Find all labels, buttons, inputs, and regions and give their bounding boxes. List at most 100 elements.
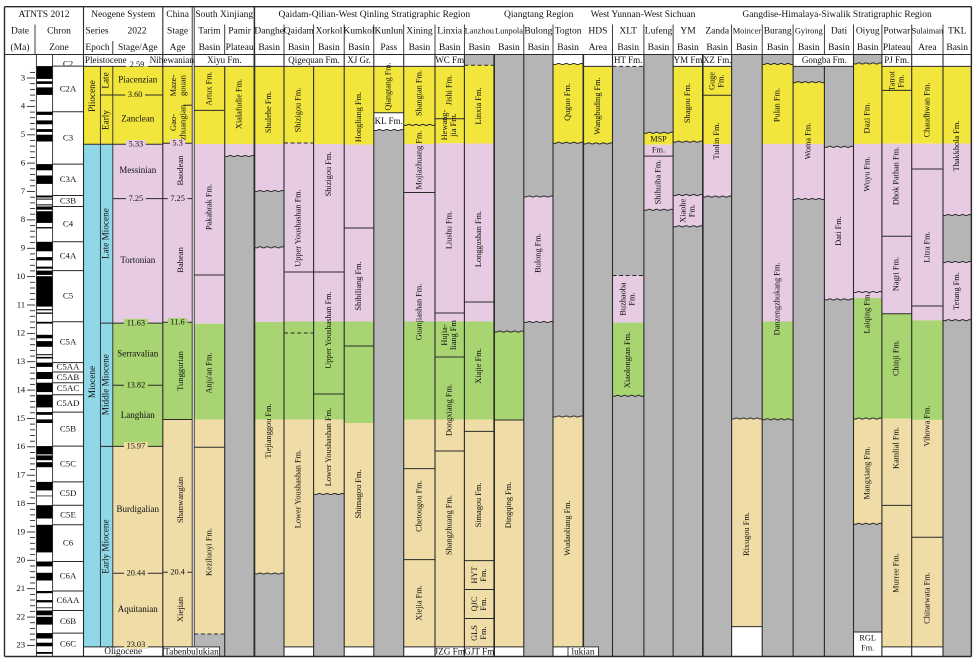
svg-text:11: 11	[17, 299, 25, 309]
svg-text:2022: 2022	[128, 27, 147, 37]
svg-text:XZ Fm.: XZ Fm.	[703, 55, 732, 65]
svg-text:Gao-: Gao-	[168, 114, 178, 131]
svg-text:Shihuiba Fm.: Shihuiba Fm.	[653, 160, 662, 205]
svg-text:11.6: 11.6	[170, 318, 184, 327]
svg-text:Chitarwata Fm.: Chitarwata Fm.	[922, 572, 931, 624]
svg-text:Xiajie Fm.: Xiajie Fm.	[474, 348, 483, 384]
svg-text:Laiqing Fm.: Laiqing Fm.	[863, 292, 872, 333]
svg-text:20: 20	[16, 555, 25, 565]
svg-text:Basin: Basin	[857, 43, 879, 53]
svg-text:Hongliang Fm.: Hongliang Fm.	[354, 92, 363, 142]
svg-text:Linxia: Linxia	[437, 27, 463, 37]
svg-text:Basin: Basin	[439, 43, 461, 53]
svg-text:Shizigou Fm.: Shizigou Fm.	[324, 152, 333, 197]
svg-text:4: 4	[21, 101, 26, 111]
svg-text:Messinian: Messinian	[119, 165, 156, 175]
svg-text:Langhian: Langhian	[121, 410, 155, 420]
svg-text:ATNTS 2012: ATNTS 2012	[19, 10, 70, 20]
svg-text:Anju'an Fm.: Anju'an Fm.	[204, 352, 213, 393]
svg-text:Mangxiang Fm.: Mangxiang Fm.	[863, 446, 872, 499]
svg-text:7: 7	[21, 186, 26, 196]
svg-text:YM: YM	[680, 27, 696, 37]
svg-text:Tabenbulukian: Tabenbulukian	[164, 646, 219, 656]
svg-text:HYT: HYT	[470, 566, 479, 583]
svg-text:5: 5	[21, 129, 26, 139]
svg-text:Basin: Basin	[528, 43, 550, 53]
svg-text:10: 10	[16, 271, 25, 281]
svg-text:Basin: Basin	[677, 43, 699, 53]
svg-text:3: 3	[21, 72, 26, 82]
svg-text:Basin: Basin	[706, 43, 728, 53]
svg-text:Gyirong: Gyirong	[795, 26, 824, 35]
svg-text:Artux Fm.: Artux Fm.	[204, 71, 213, 106]
svg-text:Buzhaoba: Buzhaoba	[619, 282, 628, 315]
svg-text:Chaudhwan Fm.: Chaudhwan Fm.	[922, 83, 931, 138]
svg-text:Fm.: Fm.	[896, 74, 905, 87]
svg-text:Date: Date	[11, 27, 29, 37]
svg-text:C5E: C5E	[60, 509, 76, 519]
svg-text:TKL: TKL	[948, 27, 967, 37]
svg-text:Gangdise-Himalaya-Siwalik Stra: Gangdise-Himalaya-Siwalik Stratigraphic …	[742, 10, 932, 20]
svg-text:C4: C4	[63, 219, 74, 229]
svg-text:HT Fm.: HT Fm.	[614, 55, 642, 65]
svg-text:(Ma): (Ma)	[11, 42, 30, 53]
svg-text:Fm.: Fm.	[479, 568, 488, 581]
svg-text:Upper Youshashan Fm.: Upper Youshashan Fm.	[324, 291, 333, 368]
svg-text:Basin: Basin	[318, 43, 340, 53]
svg-text:Keziluoyi Fm.: Keziluoyi Fm.	[204, 528, 213, 576]
svg-text:C5AB: C5AB	[57, 372, 80, 382]
svg-text:Shimagou Fm.: Shimagou Fm.	[354, 470, 363, 519]
svg-text:Lower Youshashan Fm.: Lower Youshashan Fm.	[294, 450, 303, 528]
svg-text:Basin: Basin	[409, 43, 431, 53]
svg-text:17: 17	[16, 470, 25, 480]
svg-text:Xialafudie Fm.: Xialafudie Fm.	[235, 79, 244, 129]
svg-text:Mojiazhuang Fm.: Mojiazhuang Fm.	[414, 131, 423, 190]
svg-text:Early: Early	[101, 110, 111, 130]
svg-text:Xiejia Fm.: Xiejia Fm.	[414, 585, 423, 621]
svg-text:Dati Fm.: Dati Fm.	[834, 216, 843, 246]
svg-text:C6C: C6C	[60, 639, 76, 649]
svg-text:jia Fm.: jia Fm.	[449, 113, 458, 138]
svg-text:Aquitanian: Aquitanian	[118, 604, 158, 614]
svg-text:C6B: C6B	[60, 616, 76, 626]
svg-text:C5AC: C5AC	[57, 383, 80, 393]
svg-text:Basin: Basin	[798, 43, 820, 53]
svg-text:C4A: C4A	[60, 251, 77, 261]
svg-text:Tarim: Tarim	[198, 27, 221, 37]
svg-text:Bulong Fm.: Bulong Fm.	[533, 233, 542, 273]
svg-text:Kunlun: Kunlun	[375, 27, 404, 37]
svg-text:20.4: 20.4	[170, 567, 185, 576]
svg-text:Hewang-: Hewang-	[440, 110, 449, 141]
svg-text:19: 19	[16, 526, 25, 536]
svg-text:Chinji Fm.: Chinji Fm.	[892, 340, 901, 376]
svg-text:HDS: HDS	[588, 27, 607, 37]
svg-text:Early Miocene: Early Miocene	[101, 519, 111, 573]
svg-text:Neogene System: Neogene System	[91, 10, 156, 20]
svg-text:18: 18	[16, 498, 25, 508]
svg-text:7.25: 7.25	[170, 194, 185, 203]
svg-text:6: 6	[21, 157, 26, 167]
svg-text:Fm.: Fm.	[479, 626, 488, 639]
svg-text:Xiejian: Xiejian	[175, 596, 185, 622]
svg-text:7.25: 7.25	[129, 194, 144, 203]
svg-text:C3B: C3B	[60, 195, 76, 205]
svg-text:C5A: C5A	[60, 337, 77, 347]
svg-text:Oiyug: Oiyug	[856, 27, 880, 37]
svg-text:Middle Miocene: Middle Miocene	[101, 354, 111, 415]
svg-text:Shulehe Fm.: Shulehe Fm.	[264, 91, 273, 133]
svg-text:Shagou Fm.: Shagou Fm.	[683, 83, 692, 123]
svg-text:Late Miocene: Late Miocene	[101, 208, 111, 259]
svg-text:Xiaohe: Xiaohe	[679, 198, 688, 222]
svg-text:Vihowa Fm.: Vihowa Fm.	[922, 406, 931, 447]
svg-text:3.60: 3.60	[128, 90, 143, 99]
svg-text:23.03: 23.03	[127, 640, 146, 649]
svg-text:Basin: Basin	[736, 43, 758, 53]
svg-text:Dongxiang Fm.: Dongxiang Fm.	[445, 384, 454, 436]
svg-text:Piacenzian: Piacenzian	[118, 75, 157, 85]
svg-text:Late: Late	[101, 72, 111, 88]
svg-text:Basin: Basin	[288, 43, 310, 53]
svg-text:Shangzhuang Fm.: Shangzhuang Fm.	[445, 495, 454, 555]
svg-text:Zanda: Zanda	[705, 27, 730, 37]
svg-text:Zone: Zone	[49, 43, 69, 53]
svg-text:Sulaiman: Sulaiman	[912, 26, 944, 35]
